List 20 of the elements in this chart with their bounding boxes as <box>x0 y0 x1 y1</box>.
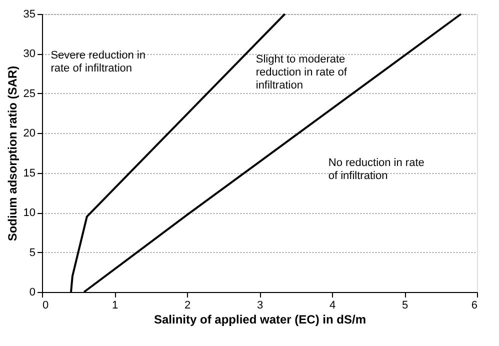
y-tick-label: 15 <box>23 167 36 180</box>
x-tick-label: 4 <box>329 300 336 312</box>
y-tick-label: 20 <box>23 128 36 140</box>
x-tick-label: 5 <box>402 300 408 312</box>
x-tick-label: 2 <box>184 300 191 312</box>
y-tick-label: 0 <box>29 286 36 298</box>
annotation: Severe reduction in rate of infiltration <box>50 50 146 75</box>
annotation: Slight to moderate reduction in rate of infiltration <box>256 54 348 92</box>
y-tick-label: 30 <box>23 48 36 60</box>
x-tick-label: 3 <box>256 300 264 312</box>
x-axis-title: Salinity of applied water (EC) in dS/m <box>154 312 366 326</box>
y-tick-label: 10 <box>23 207 36 220</box>
y-axis-title: Sodium adsorption ratio (SAR) <box>5 66 20 242</box>
y-tick-label: 25 <box>23 88 36 100</box>
x-tick-label: 6 <box>471 300 478 312</box>
y-tick-label: 5 <box>29 246 36 259</box>
annotation: No reduction in rate of infiltration <box>328 156 424 182</box>
x-tick-label: 0 <box>42 300 49 312</box>
x-tick-label: 1 <box>112 300 118 312</box>
y-tick-label: 35 <box>23 8 36 20</box>
